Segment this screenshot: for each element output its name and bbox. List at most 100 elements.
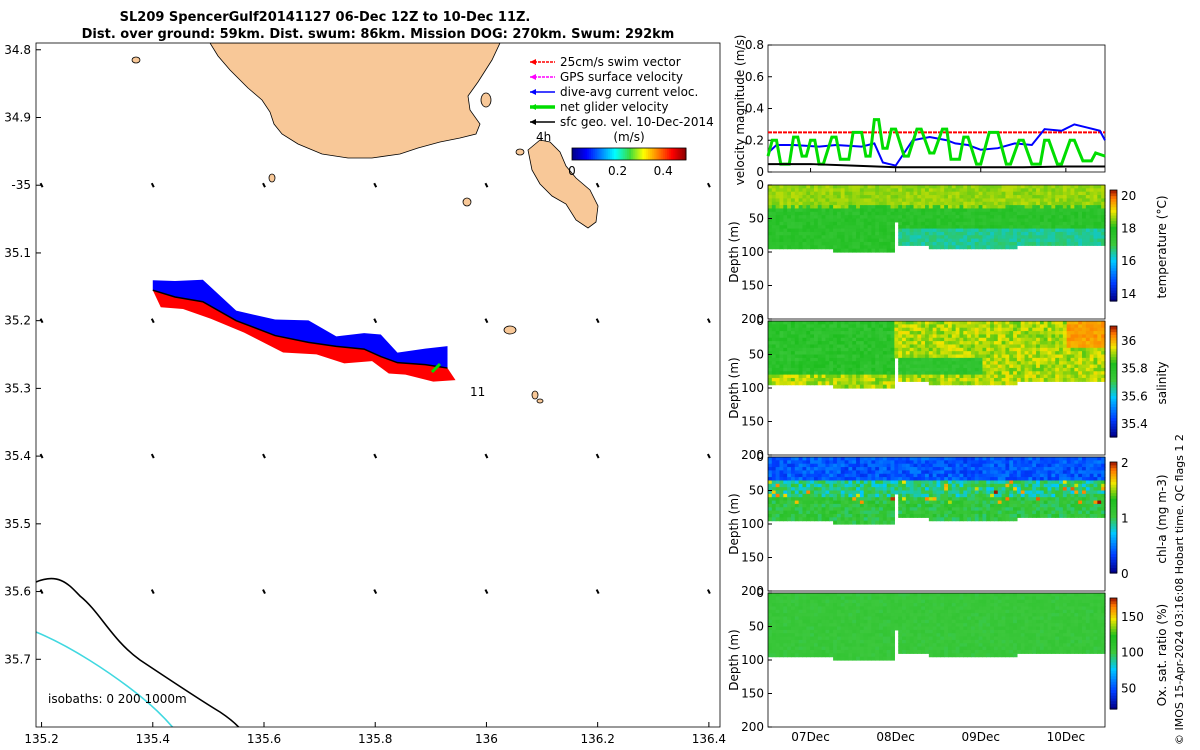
profile-cell [833, 517, 838, 522]
profile-cell [852, 477, 857, 482]
map-colorbar-swatch [663, 148, 666, 160]
profile-cell [1101, 195, 1106, 199]
profile-cell [1009, 225, 1014, 230]
profile-cell [959, 208, 964, 213]
islet-5 [531, 390, 539, 400]
profile-cell [1039, 470, 1045, 475]
profile-cell [825, 241, 830, 246]
profile-cell [1016, 483, 1022, 488]
profile-cell [1036, 497, 1041, 502]
profile-cell [775, 351, 781, 356]
profile-cell [802, 500, 807, 505]
profile-cell [898, 483, 903, 488]
velocity-series-line-1 [767, 123, 1106, 167]
profile-cell [833, 225, 838, 230]
profile-cell [790, 487, 796, 492]
profile-cell [898, 341, 903, 346]
profile-cell [982, 371, 987, 376]
profile-colorbar-swatch [1110, 226, 1117, 230]
profile-cell [978, 205, 984, 210]
profile-cell [875, 500, 880, 505]
profile-cell [1013, 344, 1018, 349]
profile-cell [1089, 191, 1095, 196]
profile-cell [1020, 497, 1026, 502]
profile-cell [768, 470, 773, 475]
profile-cell [840, 357, 846, 362]
profile-cell [1024, 188, 1030, 193]
profile-cell [783, 321, 788, 325]
profile-cell [886, 351, 892, 356]
profile-cell [1016, 221, 1022, 226]
profile-cell [798, 241, 804, 246]
profile-cell [974, 477, 980, 482]
profile-cell [779, 374, 784, 379]
profile-cell [921, 490, 926, 495]
profile-cell [1032, 377, 1037, 382]
profile-cell [783, 493, 788, 498]
profile-cell [806, 218, 811, 223]
profile-cell [905, 377, 911, 382]
profile-cell [940, 215, 945, 220]
profile-cell [806, 201, 811, 206]
profile-cell [856, 507, 861, 512]
profile-cell [921, 231, 926, 236]
profile-cell [963, 225, 968, 230]
profile-cell [1043, 235, 1049, 240]
profile-cell [970, 371, 976, 376]
profile-cell [1020, 374, 1026, 379]
profile-cell [905, 215, 911, 220]
profile-cell [779, 337, 784, 342]
map-colorbar-swatch [649, 148, 653, 160]
profile-cell [1028, 324, 1033, 329]
profile-cell [867, 500, 872, 505]
profile-cell [794, 191, 800, 196]
profile-cell [963, 513, 968, 518]
profile-cell [1097, 334, 1102, 339]
profile-cell [890, 483, 895, 488]
profile-cell [1085, 185, 1091, 189]
profile-cell [790, 490, 796, 495]
profile-cell [894, 331, 899, 335]
profile-cell [817, 344, 823, 349]
profile-cell [990, 517, 995, 522]
profile-cell [982, 334, 987, 339]
velocity-y-tick-label: 0 [756, 165, 764, 179]
profile-cell [829, 510, 834, 515]
profile-cell [978, 361, 984, 366]
profile-cell [1051, 201, 1056, 206]
profile-cell [1070, 337, 1075, 342]
profile-cell [1055, 334, 1060, 339]
profile-cell [798, 337, 804, 342]
profile-cell [963, 480, 968, 485]
profile-cell [982, 374, 987, 379]
profile-cell [787, 235, 792, 240]
profile-cell [848, 211, 853, 216]
profile-cell [982, 500, 987, 505]
profile-cell [959, 490, 964, 495]
profile-cell [836, 341, 842, 346]
map-x-tick-label: 136.4 [692, 732, 726, 746]
profile-colorbar-swatch [1110, 295, 1117, 299]
profile-cell [844, 490, 850, 495]
profile-cell [810, 354, 815, 359]
profile-cell [813, 487, 819, 492]
profile-cell [1066, 371, 1072, 376]
profile-cell [859, 334, 865, 339]
profile-cell [1085, 211, 1091, 216]
profile-cell [848, 470, 853, 475]
profile-cell [947, 351, 953, 356]
profile-colorbar-swatch [1110, 248, 1117, 252]
profile-cell [963, 517, 968, 522]
profile-cell [959, 188, 964, 193]
profile-cell [967, 205, 972, 210]
profile-cell [1013, 500, 1018, 505]
profile-cell [787, 500, 792, 505]
profile-cell [905, 473, 911, 478]
profile-cell [1043, 201, 1049, 206]
profile-cell [905, 195, 911, 199]
profile-cell [840, 334, 846, 339]
profile-cell [921, 460, 926, 465]
profile-cell [856, 201, 861, 206]
profile-cell [909, 377, 915, 382]
profile-cell [882, 347, 888, 352]
